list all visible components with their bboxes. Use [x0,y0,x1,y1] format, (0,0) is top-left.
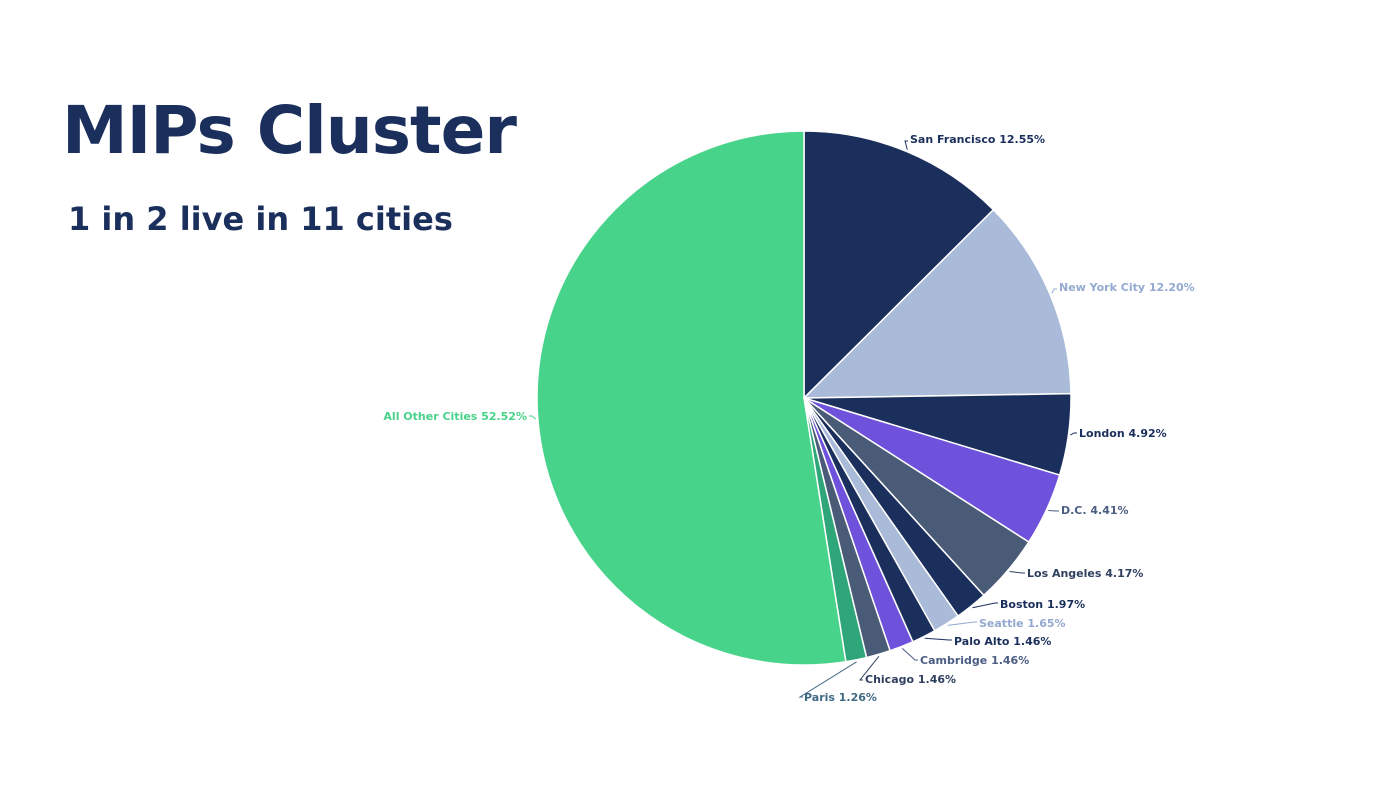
slice-label-d-c: D.C. 4.41% [1061,504,1129,517]
leader-line-paris [798,661,857,698]
leader-line-palo-alto [924,637,952,641]
slice-label-palo-alto: Palo Alto 1.46% [954,635,1051,648]
leader-line-los-angeles [1009,571,1025,574]
pie-slice-new-york-city [802,208,1072,399]
pie-slice-san-francisco [803,130,995,400]
page-title: MIPs Cluster [62,92,517,169]
leader-line-san-francisco [904,140,908,150]
slice-label-new-york-city: New York City 12.20% [1059,281,1195,294]
leader-line-cambridge [901,648,918,661]
slice-label-boston: Boston 1.97% [1000,598,1085,611]
leader-line-boston [972,602,998,609]
slice-label-london: London 4.92% [1079,427,1167,440]
slice-label-san-francisco: San Francisco 12.55% [910,133,1045,146]
slice-label-los-angeles: Los Angeles 4.17% [1027,567,1143,580]
leader-line-chicago [858,655,880,681]
slice-label-cambridge: Cambridge 1.46% [920,654,1029,667]
leader-line-all-other-cities [529,415,537,420]
leader-line-london [1070,432,1077,436]
leader-line-seattle [947,621,977,626]
pie-slice-all-other-cities [536,130,847,666]
leader-line-d-c [1048,510,1059,512]
slice-label-paris: Paris 1.26% [804,691,877,704]
slice-label-chicago: Chicago 1.46% [865,673,956,686]
leader-line-new-york-city [1051,288,1057,294]
page-subtitle: 1 in 2 live in 11 cities [68,200,453,238]
slice-label-all-other-cities: All Other Cities 52.52% [383,410,527,423]
slice-label-seattle: Seattle 1.65% [979,617,1066,630]
